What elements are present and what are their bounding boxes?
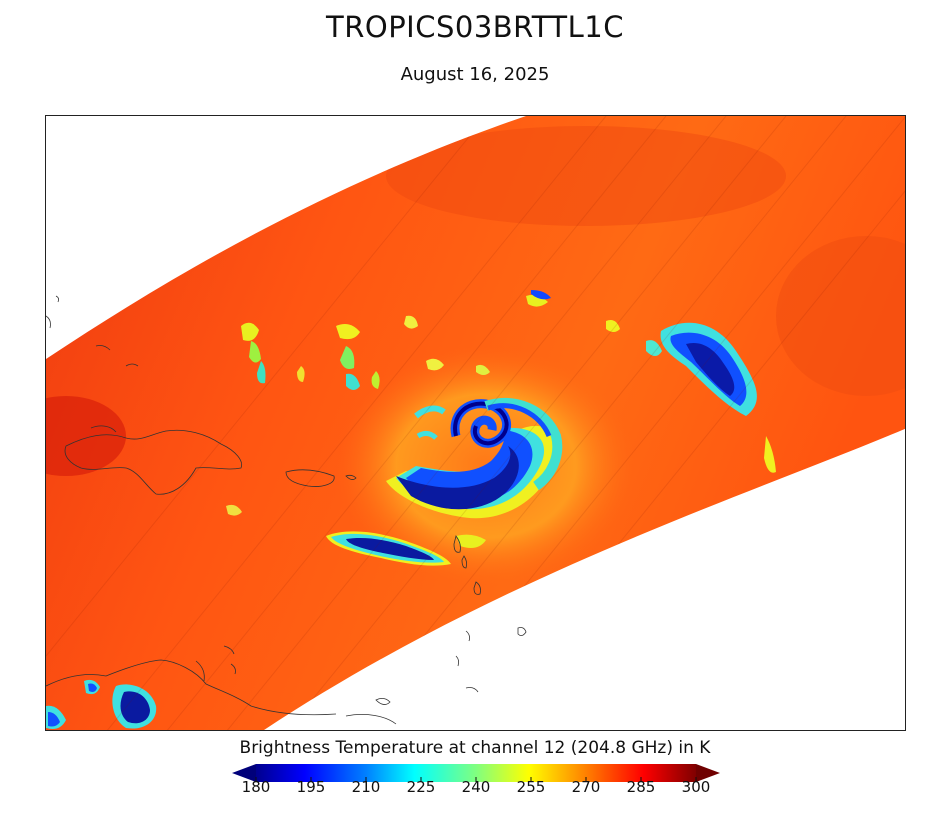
map-title: TROPICS03BRTTL1C bbox=[326, 10, 624, 44]
colorbar-tick-label: 210 bbox=[351, 778, 381, 796]
colorbar-tick-label: 255 bbox=[516, 778, 546, 796]
brightness-swath bbox=[46, 116, 905, 730]
coastlines bbox=[46, 295, 527, 725]
colorbar-tick-label: 300 bbox=[681, 778, 711, 796]
scan-texture bbox=[46, 116, 905, 730]
colorbar bbox=[232, 764, 720, 782]
swath-svg bbox=[46, 116, 905, 730]
hurricane-core bbox=[386, 397, 563, 519]
colorbar-ticks bbox=[255, 777, 697, 782]
colorbar-tick-label: 195 bbox=[296, 778, 326, 796]
colorbar-tick-label: 270 bbox=[571, 778, 601, 796]
colorbar-tick-label: 180 bbox=[241, 778, 271, 796]
colorbar-tick-label: 240 bbox=[461, 778, 491, 796]
southwest-corner-cells bbox=[46, 679, 157, 729]
convective-cells bbox=[226, 290, 776, 516]
colorbar-tick-label: 285 bbox=[626, 778, 656, 796]
satellite-swath-map bbox=[45, 115, 906, 731]
colorbar-max-extend bbox=[696, 764, 720, 782]
eastern-rainband bbox=[646, 322, 757, 416]
colorbar-min-extend bbox=[232, 764, 256, 782]
colorbar-label: Brightness Temperature at channel 12 (20… bbox=[239, 738, 711, 758]
southwest-rainband bbox=[326, 531, 486, 566]
map-date: August 16, 2025 bbox=[400, 64, 550, 85]
colorbar-tick-label: 225 bbox=[406, 778, 436, 796]
